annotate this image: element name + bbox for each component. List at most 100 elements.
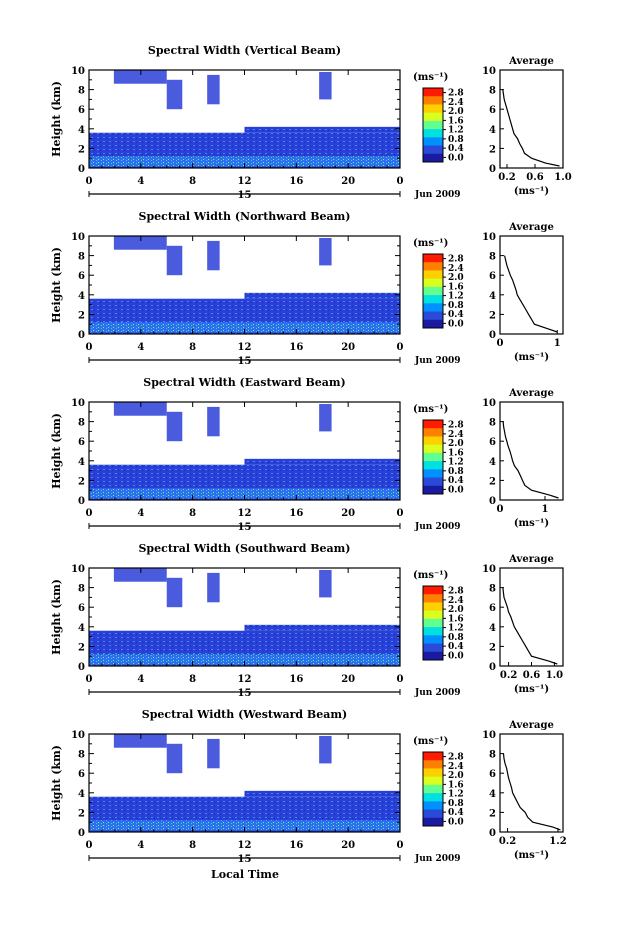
colorbar-tick-label: 2.8 (448, 255, 464, 265)
average-y-tick-label: 4 (489, 457, 496, 468)
colorbar-unit-label: (ms⁻¹) (413, 72, 448, 83)
colorbar-swatch (423, 319, 443, 329)
y-tick-label: 6 (78, 603, 85, 614)
heatmap-patch (207, 406, 220, 437)
y-tick-label: 8 (78, 418, 85, 429)
average-x-tick-label: 0.6 (523, 670, 540, 681)
heatmap-lower-band (89, 820, 400, 831)
date-label: Jun 2009 (414, 522, 461, 532)
average-frame (499, 235, 564, 335)
heatmap-patch (319, 569, 332, 598)
panel-4: Spectral Width (Westward Beam) 0 2 4 6 8 10 0 4 8… (50, 708, 567, 865)
x-tick-label: 20 (341, 508, 355, 519)
colorbar-tick-label: 2.8 (448, 89, 464, 99)
colorbar-tick-label: 2.0 (448, 439, 464, 449)
average-profile-line (502, 587, 558, 665)
x-tick-label: 8 (189, 674, 196, 685)
colorbar-frame (422, 751, 444, 827)
y-tick-label: 0 (78, 662, 85, 673)
y-axis-label: Height (km) (50, 247, 63, 323)
colorbar-swatch (423, 254, 443, 263)
colorbar-tick-label: 0.0 (448, 319, 464, 329)
panel-title: Spectral Width (Southward Beam) (138, 542, 350, 555)
panel-title: Spectral Width (Vertical Beam) (148, 44, 341, 57)
average-y-tick-label: 2 (489, 642, 496, 653)
colorbar-frame (422, 87, 444, 163)
y-tick-label: 8 (78, 86, 85, 97)
colorbar-swatch (423, 586, 443, 595)
heatmap-patch (319, 735, 332, 764)
average-y-tick-label: 6 (489, 603, 496, 614)
heatmap-patch (113, 402, 167, 416)
x-tick-label: 4 (137, 508, 144, 519)
colorbar-tick-label: 0.4 (448, 642, 464, 652)
colorbar-swatch (423, 286, 443, 296)
heatmap-lower-band (89, 156, 400, 167)
colorbar-tick-label: 1.6 (448, 614, 464, 624)
y-tick-label: 10 (71, 564, 85, 575)
panel-title: Spectral Width (Westward Beam) (142, 708, 347, 721)
x-tick-label: 0 (397, 840, 404, 851)
colorbar-tick-label: 0.0 (448, 153, 464, 163)
colorbar-tick-label: 1.2 (448, 292, 464, 302)
average-y-tick-label: 4 (489, 125, 496, 136)
average-y-tick-label: 6 (489, 769, 496, 780)
y-tick-label: 10 (71, 232, 85, 243)
colorbar-swatch (423, 752, 443, 761)
colorbar-unit-label: (ms⁻¹) (413, 736, 448, 747)
x-tick-label: 16 (289, 840, 303, 851)
colorbar-swatch (423, 643, 443, 653)
heatmap-patch (319, 237, 332, 266)
heatmap-patch (166, 79, 183, 110)
colorbar-swatch (423, 809, 443, 819)
colorbar-swatch (423, 278, 443, 288)
panel-3: Spectral Width (Southward Beam) 0 2 4 6 8 10 0 4… (50, 542, 564, 699)
average-y-tick-label: 8 (489, 750, 496, 761)
average-x-tick-label: 0.2 (498, 172, 515, 183)
average-y-tick-label: 2 (489, 144, 496, 155)
heatmap-patch (113, 236, 167, 250)
heatmap-patch (113, 734, 167, 748)
x-tick-label: 0 (397, 342, 404, 353)
average-title: Average (508, 554, 554, 565)
average-x-label: (ms⁻¹) (514, 518, 549, 529)
heatmap (89, 568, 400, 666)
average-y-tick-label: 0 (489, 828, 496, 839)
average-frame (499, 401, 564, 501)
heatmap-patch (113, 70, 167, 84)
average-y-tick-label: 2 (489, 476, 496, 487)
x-tick-label: 0 (86, 176, 93, 187)
y-tick-label: 0 (78, 828, 85, 839)
colorbar-tick-label: 1.2 (448, 458, 464, 468)
panel-title: Spectral Width (Eastward Beam) (143, 376, 345, 389)
x-tick-label: 12 (238, 508, 252, 519)
average-title: Average (508, 56, 554, 67)
colorbar-swatch (423, 461, 443, 470)
x-tick-label: 20 (341, 342, 355, 353)
average-y-tick-label: 0 (489, 330, 496, 341)
average-y-tick-label: 6 (489, 105, 496, 116)
y-tick-label: 0 (78, 330, 85, 341)
y-axis-label: Height (km) (50, 579, 63, 655)
average-frame (499, 733, 564, 833)
average-title: Average (508, 222, 554, 233)
colorbar-tick-label: 1.6 (448, 116, 464, 126)
colorbar-tick-label: 1.6 (448, 448, 464, 458)
day-label: 15 (238, 190, 252, 201)
average-x-tick-label: 1.0 (554, 172, 571, 183)
colorbar-unit-label: (ms⁻¹) (413, 570, 448, 581)
colorbar-swatch (423, 651, 443, 661)
colorbar-swatch (423, 485, 443, 495)
y-tick-label: 2 (78, 642, 85, 653)
y-tick-label: 4 (78, 291, 85, 302)
date-label: Jun 2009 (414, 356, 461, 366)
average-x-label: (ms⁻¹) (514, 850, 549, 861)
colorbar-swatch (423, 469, 443, 479)
heatmap-lower-band (89, 488, 400, 499)
colorbar-swatch (423, 262, 443, 271)
average-y-tick-label: 4 (489, 789, 496, 800)
colorbar-swatch (423, 444, 443, 454)
y-tick-label: 8 (78, 584, 85, 595)
colorbar-tick-label: 0.4 (448, 808, 464, 818)
average-title: Average (508, 388, 554, 399)
